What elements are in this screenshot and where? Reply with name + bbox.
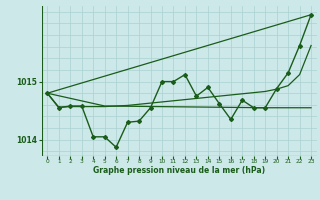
X-axis label: Graphe pression niveau de la mer (hPa): Graphe pression niveau de la mer (hPa) <box>93 166 265 175</box>
